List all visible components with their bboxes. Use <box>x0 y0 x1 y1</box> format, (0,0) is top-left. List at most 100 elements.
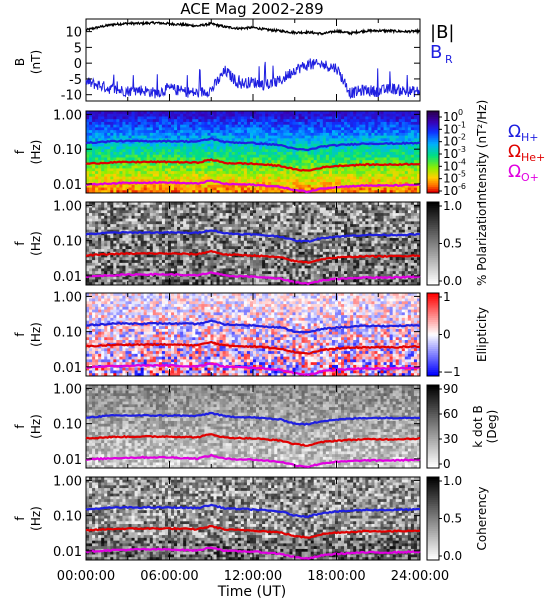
y-tick-label: -5 <box>69 73 82 88</box>
y-tick-label: 1.00 <box>53 290 82 305</box>
field-ylabel: B <box>13 58 27 66</box>
y-tick-label: 10 <box>65 26 82 41</box>
y-tick-label: 1.00 <box>53 108 82 123</box>
legend-BR-subscript: R <box>445 53 453 66</box>
y-tick-label: -10 <box>61 89 82 104</box>
power-colorbar <box>427 111 439 194</box>
gyro-line-Heplus <box>86 249 421 264</box>
y-tick-label: 0.01 <box>53 545 82 560</box>
kdotb-spectrogram <box>86 385 421 469</box>
colorbar-tick-exponent: -6 <box>458 182 466 191</box>
colorbar-tick-label: 0 <box>443 457 451 471</box>
gyro-legend-symbol: Ω <box>508 142 521 162</box>
gyro-legend-symbol: Ω <box>508 122 521 142</box>
gyro-line-Hplus <box>85 229 421 243</box>
freq-ylabel: f <box>13 332 27 337</box>
colorbar-tick-label: 1.0 <box>443 199 462 213</box>
y-tick-label: 0.10 <box>53 143 82 158</box>
ellipticity-spectrogram <box>86 293 421 377</box>
x-tick-label: 06:00:00 <box>140 569 198 584</box>
gyro-legend-subscript: O+ <box>521 171 539 184</box>
y-tick-label: 1.00 <box>53 382 82 397</box>
x-tick-label: 24:00:00 <box>391 569 449 584</box>
gyro-line-Heplus <box>85 433 421 447</box>
gyro-line-Oplus <box>85 546 421 560</box>
colorbar-tick-exponent: 0 <box>458 108 463 117</box>
colorbar-tick-label: 60 <box>443 407 458 421</box>
colorbar-tick-label: 0.0 <box>443 274 462 288</box>
colorbar-tick-label: 10 <box>443 135 458 149</box>
colorbar-tick-label: 0.5 <box>443 237 462 251</box>
gyro-line-Oplus <box>85 453 421 469</box>
colorbar-label: k dot B <box>471 405 485 447</box>
gyro-line-Hplus <box>85 503 421 519</box>
y-tick-label: 0.01 <box>53 178 82 193</box>
y-tick-label: 0.10 <box>53 510 82 525</box>
freq-ylabel: f <box>13 516 27 521</box>
gyro-line-Oplus <box>85 179 421 194</box>
kdotb-colorbar <box>427 385 439 469</box>
colorbar-label: Intensity (nT²/Hz) <box>475 100 489 205</box>
colorbar-tick-exponent: -5 <box>458 170 466 179</box>
gyro-legend-subscript: He+ <box>521 151 545 164</box>
colorbar-label-unit: (Deg) <box>485 410 499 444</box>
colorbar-tick-exponent: -4 <box>458 157 466 166</box>
gyro-legend-subscript: H+ <box>521 131 539 144</box>
series-B-magnitude-line <box>85 20 421 36</box>
y-tick-label: 0.01 <box>53 270 82 285</box>
gyro-line-Hplus <box>85 137 421 152</box>
colorbar-tick-exponent: -2 <box>458 133 466 142</box>
colorbar-tick-label: 0.0 <box>443 549 462 563</box>
y-tick-label: 0.01 <box>53 361 82 376</box>
gyro-line-Hplus <box>86 411 420 426</box>
y-tick-label: 0.01 <box>53 453 82 468</box>
colorbar-tick-label: 10 <box>443 110 458 124</box>
y-tick-label: 1.00 <box>53 474 82 489</box>
y-tick-label: 0.10 <box>53 326 82 341</box>
x-tick-label: 12:00:00 <box>224 569 282 584</box>
x-tick-label: 00:00:00 <box>57 569 115 584</box>
colorbar-tick-exponent: -3 <box>458 145 466 154</box>
power-spectrogram <box>86 111 421 194</box>
y-tick-label: 0.10 <box>53 418 82 433</box>
colorbar-tick-label: 0.5 <box>443 512 462 526</box>
field-ylabel-unit: (nT) <box>29 50 43 74</box>
y-tick-label: 0 <box>74 57 82 72</box>
colorbar-tick-label: 1 <box>443 290 451 304</box>
freq-ylabel-unit: (Hz) <box>29 322 43 347</box>
colorbar-label: % Polarization <box>475 201 489 286</box>
colorbar-tick-label: 30 <box>443 432 458 446</box>
colorbar-label: Ellipticity <box>475 307 489 362</box>
y-tick-label: 5 <box>74 41 82 56</box>
colorbar-tick-label: 0 <box>443 328 451 342</box>
y-tick-label: 1.00 <box>53 199 82 214</box>
colorbar-tick-label: 10 <box>443 184 458 198</box>
freq-ylabel-unit: (Hz) <box>29 506 43 531</box>
freq-ylabel: f <box>13 149 27 154</box>
colorbar-tick-label: 90 <box>443 382 458 396</box>
series-BR-line <box>85 58 421 100</box>
colorbar-tick-label: −1 <box>443 365 461 379</box>
colorbar-tick-exponent: -1 <box>458 120 466 129</box>
gyro-line-Oplus <box>86 362 421 377</box>
colorbar-frame <box>426 110 440 194</box>
gyro-line-Heplus <box>85 158 421 172</box>
legend-B-magnitude: |B| <box>430 22 454 43</box>
freq-ylabel-unit: (Hz) <box>29 414 43 439</box>
y-tick-label: 0.10 <box>53 235 82 250</box>
x-axis-label: Time (UT) <box>217 584 286 600</box>
polarization-spectrogram <box>86 202 421 286</box>
coherency-spectrogram <box>86 477 421 561</box>
polarization-colorbar <box>427 202 439 286</box>
colorbar-tick-label: 1.0 <box>443 474 462 488</box>
freq-ylabel: f <box>13 424 27 429</box>
chart-title: ACE Mag 2002-289 <box>180 0 323 18</box>
gyro-line-Heplus <box>85 340 421 355</box>
gyro-line-Oplus <box>85 271 421 286</box>
colorbar-label: Coherency <box>475 486 489 550</box>
gyro-line-Heplus <box>85 524 421 539</box>
colorbar-tick-label: 10 <box>443 172 458 186</box>
gyro-line-Hplus <box>85 319 420 334</box>
freq-ylabel: f <box>13 241 27 246</box>
colorbar-tick-label: 10 <box>443 159 458 173</box>
